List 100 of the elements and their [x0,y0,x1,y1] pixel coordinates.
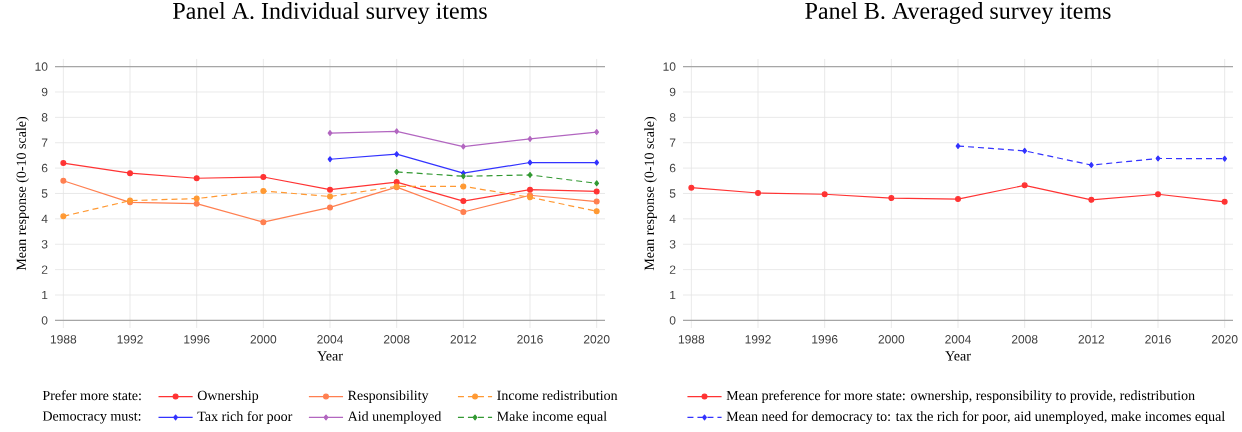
point [593,198,600,205]
y-tick-label: 9 [669,87,676,97]
y-tick-label: 1 [42,290,48,300]
point [1088,196,1095,203]
point [394,168,400,175]
point [955,196,961,203]
point [594,129,600,136]
point [821,191,828,198]
y-tick-label: 10 [663,62,676,71]
text: Prefer more state: [42,390,141,401]
point [888,195,895,202]
point [394,151,400,158]
point [193,200,200,207]
point [593,208,600,215]
point [394,128,400,135]
x-tick-label: 2000 [878,335,905,344]
legend-label: Ownership [197,390,259,403]
point [60,177,67,184]
x-tick-label: 2004 [317,335,344,344]
point [1155,191,1161,198]
y-tick-label: 0 [669,316,676,325]
x-tick-label: 2004 [945,335,972,344]
point [260,173,267,180]
y-tick-label: 4 [669,214,676,223]
y-tick-label: 8 [669,113,676,122]
x-tick-label: 1992 [745,335,771,344]
point [60,213,67,220]
point [527,171,533,178]
point [755,189,762,196]
x-tick-label: 1988 [50,335,77,344]
y-tick-label: 1 [670,290,676,300]
y-axis-title: Mean response (0-10 scale) [16,116,29,271]
x-tick-label: 2016 [517,335,543,344]
x-tick-label: 2020 [583,335,610,344]
y-tick-label: 3 [41,240,48,249]
y-tick-label: 5 [41,189,48,198]
y-tick-label: 9 [41,87,48,97]
point [460,143,466,150]
point [1221,198,1228,205]
legend-label: Tax rich for poor [197,411,293,424]
point [327,204,333,211]
x-tick-label: 2012 [450,335,477,344]
y-tick-label: 0 [41,316,48,325]
y-tick-label: 2 [669,265,676,274]
x-tick-label: 1992 [117,335,143,344]
y-tick-label: 5 [669,189,676,198]
point [955,143,961,150]
point [593,188,600,195]
legend-label: Mean preference for more state: ownership, responsibility to provide, redistribution [726,390,1195,404]
x-tick-label: 2020 [1211,335,1238,344]
point [1021,182,1028,189]
x-tick-label: 1996 [812,335,838,344]
point [260,187,267,194]
legend-label: Mean need for democracy to: tax the rich for poor, aid unemployed, make incomes equal [726,411,1225,424]
point [527,186,534,193]
point [1022,147,1028,154]
point [460,209,467,216]
point [527,159,533,166]
point [527,135,533,142]
point [193,195,200,202]
point [460,183,467,190]
point [594,180,600,187]
y-tick-label: 10 [35,62,48,71]
y-tick-label: 2 [41,265,48,274]
point [1222,155,1228,162]
point [327,193,333,200]
y-tick-label: 7 [669,138,676,147]
x-tick-label: 2008 [1011,335,1038,344]
x-tick-label: 2016 [1145,335,1171,344]
point [1155,155,1161,162]
point [1088,162,1094,169]
y-tick-label: 4 [41,214,48,223]
y-tick-label: 6 [669,163,676,173]
x-tick-label: 1988 [678,335,705,344]
legend-label: Make income equal [497,411,607,424]
x-tick-label: 2008 [383,335,410,344]
y-tick-label: 6 [41,163,48,173]
point [60,160,67,167]
y-tick-label: 7 [41,138,48,147]
y-axis-title: Mean response (0-10 scale) [644,116,657,271]
x-axis-title: Year [945,351,971,361]
legend-label: Income redistribution [497,390,618,401]
legend-label: Aid unemployed [347,411,442,424]
point [688,184,695,191]
x-axis-title: Year [317,351,343,361]
y-tick-label: 8 [41,113,48,122]
point [594,159,600,166]
point [460,198,467,205]
x-tick-label: 2000 [250,335,277,344]
point [260,219,267,226]
point [127,170,134,177]
chart-title: Panel A. Individual survey items [173,2,487,24]
x-tick-label: 2012 [1078,335,1105,344]
point [327,130,333,137]
chart-title: Panel B. Averaged survey items [805,2,1111,24]
x-tick-label: 1996 [184,335,210,344]
text: Democracy must: [42,411,141,424]
point [193,175,200,182]
legend-label: Responsibility [348,390,429,403]
y-tick-label: 3 [669,240,676,249]
